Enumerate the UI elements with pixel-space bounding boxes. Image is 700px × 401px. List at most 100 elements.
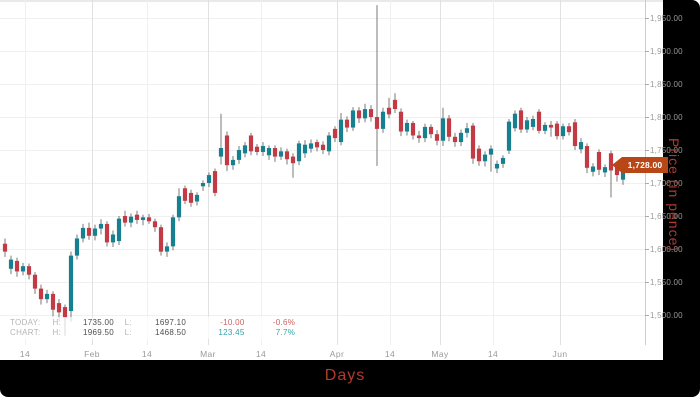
x-tick-label: 14 <box>255 349 267 359</box>
candle-body <box>380 111 386 129</box>
candle-body <box>158 227 164 252</box>
candle-body <box>260 146 266 152</box>
candle-body <box>146 217 152 222</box>
candle-body <box>128 216 134 223</box>
candle-body <box>368 109 374 117</box>
legend-row-today: TODAY: H: 1735.00 L: 1697.10 -10.00 -0.6… <box>10 318 295 328</box>
candle-body <box>584 146 590 168</box>
candle-body <box>458 132 464 143</box>
candle-body <box>134 214 140 220</box>
x-tick-label: Apr <box>329 349 345 359</box>
candle-body <box>530 118 536 127</box>
candle-body <box>326 135 332 152</box>
candle-body <box>500 157 506 164</box>
candle-body <box>602 167 608 173</box>
candle-body <box>314 142 320 148</box>
y-tick-label: 1,900.00 <box>650 47 683 56</box>
candle-body <box>590 166 596 172</box>
legend-today-change: -10.00 <box>220 318 245 327</box>
candle-body <box>212 171 218 193</box>
candlestick-chart[interactable] <box>0 0 663 345</box>
panel-top-border <box>0 0 663 2</box>
y-tick-label: 1,750.00 <box>650 146 683 155</box>
candle-body <box>446 118 452 137</box>
candle-body <box>272 148 278 157</box>
candle-body <box>194 194 200 202</box>
candle-body <box>62 307 68 318</box>
candle-body <box>494 163 500 169</box>
candle-body <box>44 293 50 300</box>
x-tick-label: Mar <box>200 349 216 359</box>
candle-body <box>110 234 116 243</box>
legend-chart-high-key: H: <box>52 328 62 337</box>
candle-body <box>164 246 170 252</box>
candle-body <box>374 117 380 129</box>
candle-body <box>506 121 512 151</box>
candle-body <box>2 243 8 252</box>
candle-body <box>296 143 302 162</box>
marker-arrow-icon <box>612 156 622 173</box>
candle-body <box>266 148 272 156</box>
candle-body <box>344 119 350 128</box>
legend-chart-low-key: L: <box>124 328 132 337</box>
candle-body <box>416 135 422 139</box>
candle-body <box>14 260 20 272</box>
candle-body <box>554 123 560 137</box>
candle-body <box>410 122 416 136</box>
candle-body <box>206 175 212 183</box>
legend-today-label: TODAY: <box>10 318 41 327</box>
y-axis-title: Price (in pence) <box>666 137 682 253</box>
legend-row-chart: CHART: H: 1969.50 L: 1468.50 123.45 7.7% <box>10 328 295 338</box>
candle-body <box>452 136 458 143</box>
candle-body <box>482 154 488 162</box>
x-tick-label: 14 <box>141 349 153 359</box>
candle-body <box>470 125 476 159</box>
candle-body <box>218 148 224 157</box>
candle-body <box>566 126 572 133</box>
x-axis-title: Days <box>324 367 366 384</box>
legend-chart-low-value: 1468.50 <box>155 328 187 337</box>
candle-body <box>362 109 368 119</box>
candle-body <box>404 122 410 132</box>
candle-body <box>26 266 32 275</box>
candle-body <box>278 151 284 157</box>
candle-body <box>392 99 398 110</box>
candle-body <box>464 128 470 133</box>
candle-body <box>230 159 236 166</box>
candle-body <box>86 227 92 236</box>
x-tick-label: May <box>431 349 449 359</box>
y-tick-label: 1,650.00 <box>650 212 683 221</box>
x-tick-label: Jun <box>552 349 568 359</box>
chart-panel: 14 Feb 14 Mar 14 Apr 14 May 14 Jun 1,950.00 1,900.… <box>0 0 683 360</box>
candle-body <box>56 303 62 313</box>
candle-body <box>122 216 128 223</box>
candle-body <box>182 188 188 201</box>
candle-body <box>440 118 446 141</box>
candle-body <box>356 110 362 119</box>
y-tick-label: 1,550.00 <box>650 278 683 287</box>
chart-legend: TODAY: H: 1735.00 L: 1697.10 -10.00 -0.6… <box>7 317 299 339</box>
candle-body <box>38 288 44 300</box>
candle-body <box>80 227 86 239</box>
candle-body <box>524 120 530 130</box>
candle-body <box>176 196 182 218</box>
y-tick-label: 1,950.00 <box>650 14 683 23</box>
candle-body <box>560 126 566 137</box>
candle-body <box>68 255 74 312</box>
candle-body <box>308 143 314 149</box>
candle-body <box>32 274 38 289</box>
candle-body <box>488 148 494 155</box>
x-tick-label: 14 <box>19 349 31 359</box>
candle-body <box>116 218 122 242</box>
candle-body <box>140 217 146 220</box>
candle-body <box>188 192 194 203</box>
candle-body <box>170 217 176 247</box>
candle-body <box>92 228 98 236</box>
candle-body <box>302 144 308 154</box>
legend-chart-high-value: 1969.50 <box>83 328 115 337</box>
legend-today-low-value: 1697.10 <box>155 318 187 327</box>
candle-body <box>608 153 614 171</box>
candle-body <box>98 223 104 229</box>
candle-body <box>104 223 110 243</box>
legend-today-high-key: H: <box>52 318 62 327</box>
